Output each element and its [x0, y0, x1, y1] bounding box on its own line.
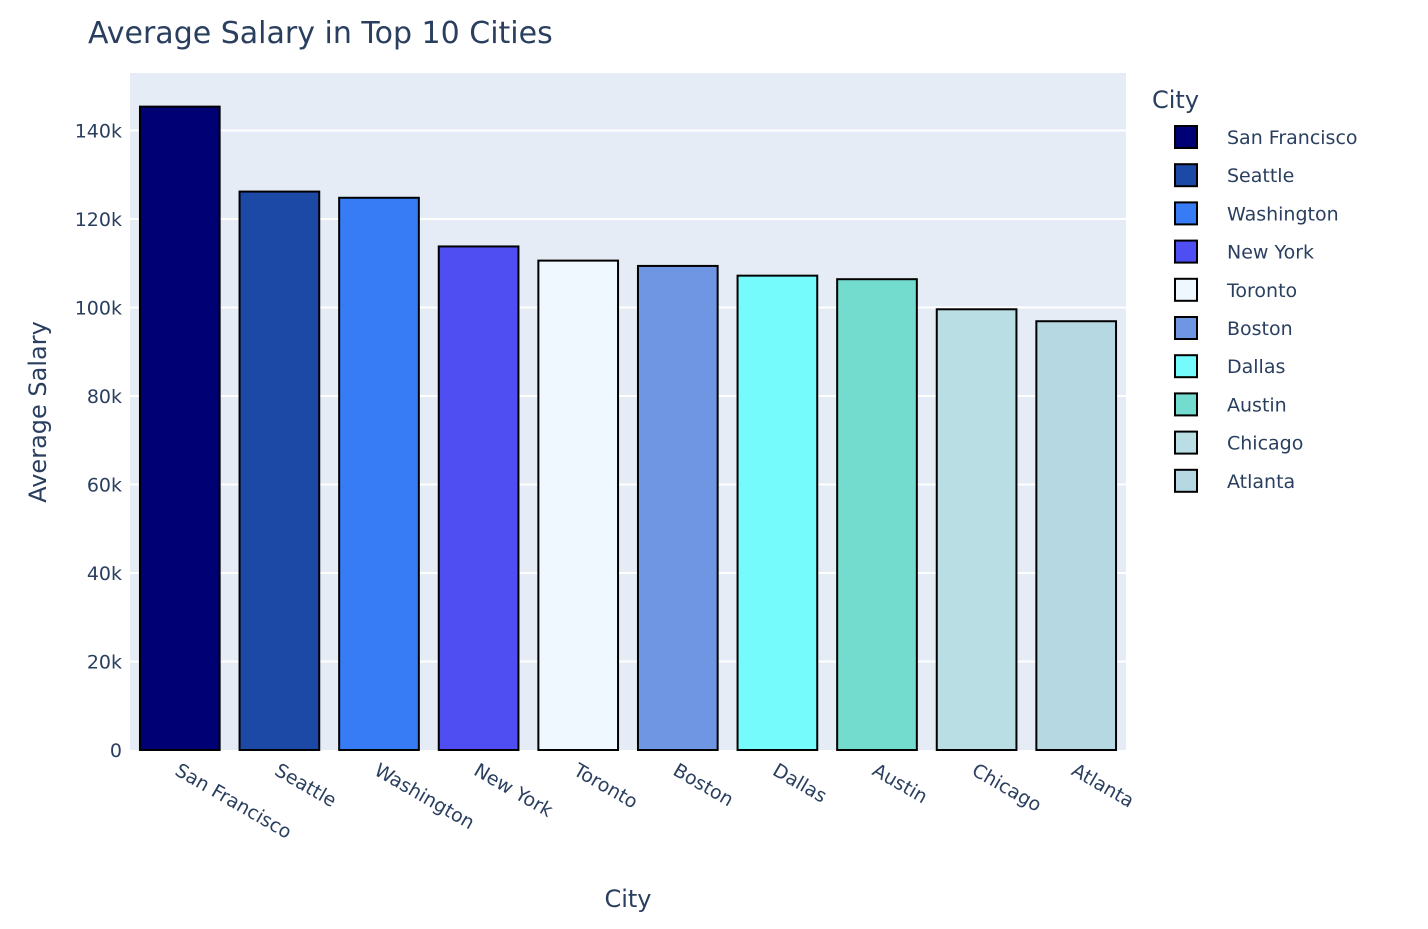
legend-item-label: Chicago — [1227, 433, 1303, 455]
legend-swatch — [1174, 163, 1198, 188]
x-tick-label: Washington — [371, 759, 479, 834]
x-tick-label: Seattle — [271, 759, 340, 812]
y-tick-label: 80k — [87, 386, 122, 408]
legend-swatch — [1174, 468, 1198, 493]
bar-atlanta — [1035, 320, 1118, 751]
legend-item-label: Atlanta — [1227, 471, 1295, 493]
legend-item-label: Seattle — [1227, 165, 1294, 187]
legend-item-label: Austin — [1227, 394, 1287, 416]
x-tick-label: Atlanta — [1068, 759, 1138, 812]
legend-swatch — [1174, 277, 1198, 302]
y-tick-label: 140k — [75, 121, 122, 143]
y-tick-label: 60k — [87, 475, 122, 497]
x-tick-label: Austin — [869, 759, 932, 808]
legend-item-label: Boston — [1227, 318, 1293, 340]
chart-title: Average Salary in Top 10 Cities — [88, 16, 553, 51]
y-tick-label: 0 — [110, 740, 122, 762]
legend-swatch — [1174, 125, 1198, 149]
x-tick-label: Boston — [669, 759, 737, 811]
y-axis-title: Average Salary — [24, 321, 52, 503]
legend-swatch — [1174, 392, 1198, 417]
bar-toronto — [537, 259, 620, 751]
legend-item-label: Toronto — [1226, 280, 1297, 302]
y-tick-label: 100k — [75, 298, 122, 320]
bar-boston — [636, 264, 719, 751]
legend-title: City — [1152, 86, 1199, 114]
bar-washington — [338, 196, 420, 751]
x-tick-label: New York — [470, 759, 556, 822]
legend-swatch — [1174, 430, 1198, 455]
legend-swatch — [1174, 239, 1198, 264]
legend-item-label: San Francisco — [1227, 127, 1358, 149]
bar-seattle — [238, 190, 321, 751]
legend-item-label: Washington — [1227, 203, 1339, 225]
x-tick-label: Chicago — [968, 759, 1045, 816]
x-tick-label: Dallas — [769, 759, 831, 807]
y-tick-label: 120k — [75, 209, 122, 231]
legend-swatch — [1174, 354, 1198, 379]
bar-new-york — [437, 245, 520, 752]
bar-dallas — [736, 274, 819, 751]
bar-chicago — [935, 308, 1018, 751]
bar-san-francisco — [138, 105, 221, 751]
legend-swatch — [1174, 316, 1198, 340]
x-tick-label: Toronto — [569, 759, 642, 814]
legend-item-label: New York — [1227, 242, 1314, 264]
legend-item-label: Dallas — [1227, 356, 1285, 378]
legend-swatch — [1174, 201, 1198, 226]
y-tick-label: 40k — [87, 563, 122, 585]
y-tick-label: 20k — [87, 652, 122, 674]
bar-austin — [836, 278, 918, 751]
x-axis-title: City — [604, 885, 651, 913]
